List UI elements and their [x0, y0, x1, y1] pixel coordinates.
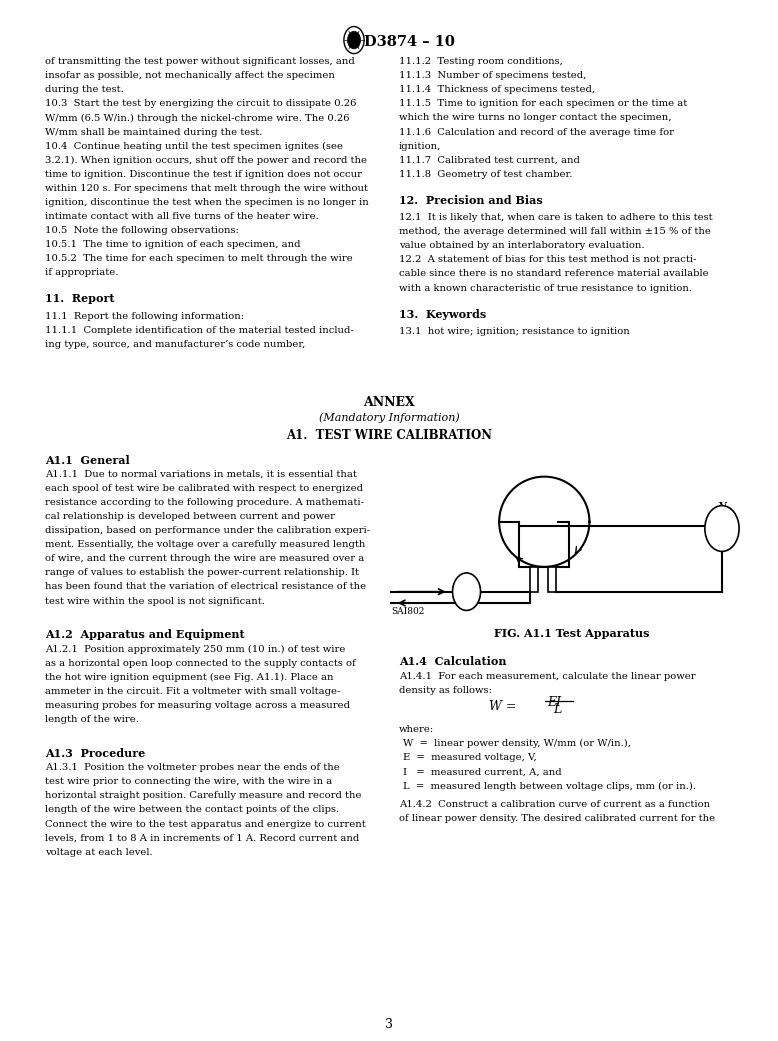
Circle shape [705, 506, 739, 552]
Text: which the wire turns no longer contact the specimen,: which the wire turns no longer contact t… [398, 113, 671, 123]
Text: method, the average determined will fall within ±15 % of the: method, the average determined will fall… [398, 227, 710, 236]
Text: Connect the wire to the test apparatus and energize to current: Connect the wire to the test apparatus a… [45, 819, 366, 829]
Text: 11.1.6  Calculation and record of the average time for: 11.1.6 Calculation and record of the ave… [398, 127, 674, 136]
Text: 10.3  Start the test by energizing the circuit to dissipate 0.26: 10.3 Start the test by energizing the ci… [45, 100, 356, 108]
Text: during the test.: during the test. [45, 85, 124, 95]
Text: 13.1  hot wire; ignition; resistance to ignition: 13.1 hot wire; ignition; resistance to i… [398, 327, 629, 336]
Text: measuring probes for measuring voltage across a measured: measuring probes for measuring voltage a… [45, 701, 350, 710]
Text: resistance according to the following procedure. A mathemati-: resistance according to the following pr… [45, 499, 364, 507]
Text: each spool of test wire be calibrated with respect to energized: each spool of test wire be calibrated wi… [45, 484, 363, 493]
Text: W =: W = [489, 700, 517, 713]
Circle shape [453, 573, 481, 610]
Text: the hot wire ignition equipment (see Fig. A1.1). Place an: the hot wire ignition equipment (see Fig… [45, 672, 334, 682]
Text: test wire prior to connecting the wire, with the wire in a: test wire prior to connecting the wire, … [45, 778, 332, 786]
Text: of wire, and the current through the wire are measured over a: of wire, and the current through the wir… [45, 555, 364, 563]
Text: A: A [463, 573, 471, 581]
Text: W  =  linear power density, W/mm (or W/in.),: W = linear power density, W/mm (or W/in.… [402, 739, 631, 748]
Text: intimate contact with all five turns of the heater wire.: intimate contact with all five turns of … [45, 211, 319, 221]
Text: W/mm shall be maintained during the test.: W/mm shall be maintained during the test… [45, 127, 262, 136]
Text: cable since there is no standard reference material available: cable since there is no standard referen… [398, 270, 708, 278]
Bar [520, 527, 569, 567]
Text: A1.1.1  Due to normal variations in metals, it is essential that: A1.1.1 Due to normal variations in metal… [45, 471, 357, 479]
Text: 11.1  Report the following information:: 11.1 Report the following information: [45, 311, 244, 321]
Text: test wire within the spool is not significant.: test wire within the spool is not signif… [45, 596, 265, 606]
Text: D3874 – 10: D3874 – 10 [364, 34, 455, 49]
Text: ammeter in the circuit. Fit a voltmeter with small voltage-: ammeter in the circuit. Fit a voltmeter … [45, 687, 341, 696]
Text: A1.2  Apparatus and Equipment: A1.2 Apparatus and Equipment [45, 630, 245, 640]
Text: 12.  Precision and Bias: 12. Precision and Bias [398, 195, 542, 206]
Text: value obtained by an interlaboratory evaluation.: value obtained by an interlaboratory eva… [398, 242, 644, 250]
Text: 11.1.1  Complete identification of the material tested includ-: 11.1.1 Complete identification of the ma… [45, 326, 354, 334]
Text: EI: EI [547, 695, 562, 709]
Text: 11.1.4  Thickness of specimens tested,: 11.1.4 Thickness of specimens tested, [398, 85, 595, 95]
Text: L: L [552, 703, 561, 716]
Text: A1.1  General: A1.1 General [45, 455, 130, 465]
Text: ment. Essentially, the voltage over a carefully measured length: ment. Essentially, the voltage over a ca… [45, 540, 366, 550]
Text: if appropriate.: if appropriate. [45, 268, 118, 277]
Text: A1.  TEST WIRE CALIBRATION: A1. TEST WIRE CALIBRATION [286, 429, 492, 442]
Text: FIG. A1.1 Test Apparatus: FIG. A1.1 Test Apparatus [494, 629, 650, 639]
Text: W/mm (6.5 W/in.) through the nickel-chrome wire. The 0.26: W/mm (6.5 W/in.) through the nickel-chro… [45, 113, 349, 123]
Text: L  =  measured length between voltage clips, mm (or in.).: L = measured length between voltage clip… [402, 782, 696, 790]
Text: density as follows:: density as follows: [398, 686, 492, 695]
Text: SAI802: SAI802 [391, 607, 424, 616]
Text: 11.1.3  Number of specimens tested,: 11.1.3 Number of specimens tested, [398, 71, 586, 80]
Text: 11.1.8  Geometry of test chamber.: 11.1.8 Geometry of test chamber. [398, 170, 572, 179]
Text: of transmitting the test power without significant losses, and: of transmitting the test power without s… [45, 57, 355, 67]
Text: 3: 3 [385, 1018, 393, 1031]
Text: has been found that the variation of electrical resistance of the: has been found that the variation of ele… [45, 583, 366, 591]
Text: 11.1.7  Calibrated test current, and: 11.1.7 Calibrated test current, and [398, 155, 580, 164]
Text: 10.5.1  The time to ignition of each specimen, and: 10.5.1 The time to ignition of each spec… [45, 239, 300, 249]
Text: length of the wire.: length of the wire. [45, 715, 139, 725]
Text: A1.4.1  For each measurement, calculate the linear power: A1.4.1 For each measurement, calculate t… [398, 671, 696, 681]
Text: 10.5  Note the following observations:: 10.5 Note the following observations: [45, 226, 239, 235]
Text: V: V [718, 502, 726, 510]
Text: 3.2.1). When ignition occurs, shut off the power and record the: 3.2.1). When ignition occurs, shut off t… [45, 155, 367, 164]
Text: cal relationship is developed between current and power: cal relationship is developed between cu… [45, 512, 335, 522]
Text: 10.4  Continue heating until the test specimen ignites (see: 10.4 Continue heating until the test spe… [45, 142, 343, 151]
Text: 10.5.2  The time for each specimen to melt through the wire: 10.5.2 The time for each specimen to mel… [45, 254, 353, 263]
Text: ANNEX: ANNEX [363, 396, 415, 408]
Text: as a horizontal open loop connected to the supply contacts of: as a horizontal open loop connected to t… [45, 659, 356, 668]
Text: levels, from 1 to 8 A in increments of 1 A. Record current and: levels, from 1 to 8 A in increments of 1… [45, 834, 359, 842]
Text: E  =  measured voltage, V,: E = measured voltage, V, [402, 754, 536, 762]
Text: A1.4  Calculation: A1.4 Calculation [398, 657, 506, 667]
Text: within 120 s. For specimens that melt through the wire without: within 120 s. For specimens that melt th… [45, 183, 368, 193]
Text: 11.  Report: 11. Report [45, 294, 114, 304]
Text: voltage at each level.: voltage at each level. [45, 847, 152, 857]
Bar [548, 567, 555, 591]
Text: length of the wire between the contact points of the clips.: length of the wire between the contact p… [45, 806, 339, 814]
Text: where:: where: [398, 726, 434, 734]
Text: 11.1.2  Testing room conditions,: 11.1.2 Testing room conditions, [398, 57, 562, 67]
Text: (Mandatory Information): (Mandatory Information) [319, 412, 459, 423]
Text: 12.1  It is likely that, when care is taken to adhere to this test: 12.1 It is likely that, when care is tak… [398, 213, 713, 222]
Text: horizontal straight position. Carefully measure and record the: horizontal straight position. Carefully … [45, 791, 362, 801]
Text: ing type, source, and manufacturer’s code number,: ing type, source, and manufacturer’s cod… [45, 339, 306, 349]
Text: dissipation, based on performance under the calibration experi-: dissipation, based on performance under … [45, 527, 370, 535]
Text: A1.2.1  Position approximately 250 mm (10 in.) of test wire: A1.2.1 Position approximately 250 mm (10… [45, 644, 345, 654]
Text: A1.3  Procedure: A1.3 Procedure [45, 747, 145, 759]
Text: A1.3.1  Position the voltmeter probes near the ends of the: A1.3.1 Position the voltmeter probes nea… [45, 763, 340, 772]
Text: range of values to establish the power-current relationship. It: range of values to establish the power-c… [45, 568, 359, 578]
Text: time to ignition. Discontinue the test if ignition does not occur: time to ignition. Discontinue the test i… [45, 170, 362, 179]
Text: ignition,: ignition, [398, 142, 441, 151]
Circle shape [348, 31, 360, 49]
Text: 11.1.5  Time to ignition for each specimen or the time at: 11.1.5 Time to ignition for each specime… [398, 100, 687, 108]
Bar [531, 567, 538, 591]
Text: I   =  measured current, A, and: I = measured current, A, and [402, 767, 561, 777]
Text: A1.4.2  Construct a calibration curve of current as a function: A1.4.2 Construct a calibration curve of … [398, 799, 710, 809]
Text: of linear power density. The desired calibrated current for the: of linear power density. The desired cal… [398, 814, 715, 822]
Text: 13.  Keywords: 13. Keywords [398, 309, 486, 320]
Text: with a known characteristic of true resistance to ignition.: with a known characteristic of true resi… [398, 283, 692, 293]
Text: 12.2  A statement of bias for this test method is not practi-: 12.2 A statement of bias for this test m… [398, 255, 696, 264]
Text: insofar as possible, not mechanically affect the specimen: insofar as possible, not mechanically af… [45, 71, 335, 80]
Text: ignition, discontinue the test when the specimen is no longer in: ignition, discontinue the test when the … [45, 198, 369, 207]
